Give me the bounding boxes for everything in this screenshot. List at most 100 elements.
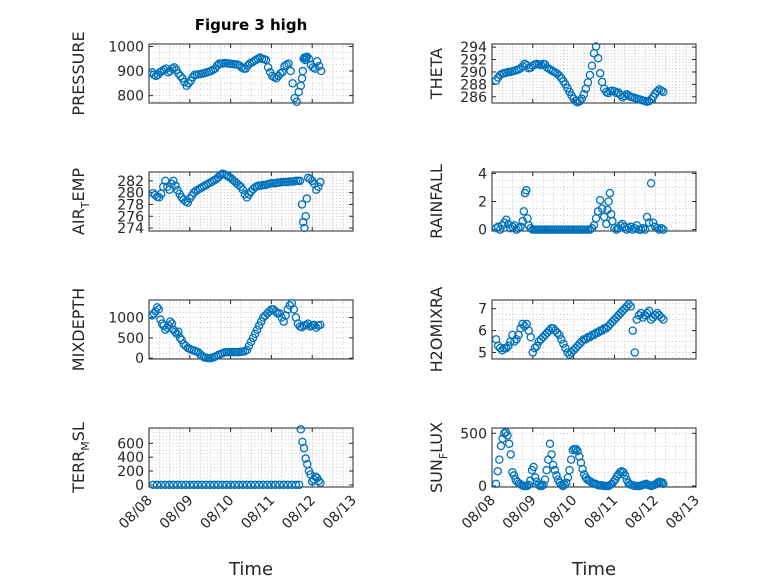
- terrmsl-data-point: [205, 480, 215, 490]
- airtemp-axes-box: [148, 171, 354, 232]
- mixdepth-data-point: [175, 333, 185, 343]
- terrmsl-data-point: [177, 480, 186, 490]
- rainfall-data-point: [657, 223, 666, 233]
- terrmsl-data-point: [250, 480, 260, 490]
- h2omixra-data-point: [589, 330, 599, 340]
- h2omixra-data-point: [526, 332, 536, 342]
- terrmsl-ytick-label: 0: [135, 478, 144, 494]
- sunflux-data-point: [530, 473, 540, 482]
- rainfall-data-point: [655, 225, 664, 234]
- terrmsl-data-point: [242, 480, 252, 490]
- terrmsl-y-axis-label-tail: SL: [69, 422, 88, 441]
- mixdepth-data-point: [174, 327, 183, 336]
- mixdepth-y-axis-label: MIXDEPTH: [69, 288, 88, 371]
- mixdepth-data-point: [271, 307, 280, 316]
- terrmsl-data-point: [263, 480, 272, 490]
- mixdepth-data-point: [254, 321, 264, 330]
- sunflux-data-point: [566, 455, 576, 464]
- mixdepth-data-point: [250, 329, 260, 339]
- h2omixra-data-point: [555, 330, 564, 340]
- airtemp-data-point: [314, 182, 323, 191]
- sunflux-xtick-label: 08/08: [459, 493, 499, 533]
- sunflux-y-axis-label: SUNFLUX: [427, 422, 450, 493]
- airtemp-y-axis-label-main: AIR: [69, 208, 88, 235]
- h2omixra-data-point: [518, 319, 527, 329]
- airtemp-data-point: [300, 223, 309, 233]
- mixdepth-data-point: [252, 325, 262, 334]
- terrmsl-data-point: [218, 480, 227, 490]
- h2omixra-axes: 5 6 7 H2OMIXRA: [427, 287, 697, 372]
- sunflux-data-point: [659, 479, 668, 489]
- terrmsl-data-point: [189, 480, 199, 490]
- theta-data-point: [657, 86, 666, 95]
- mixdepth-data-point: [152, 303, 162, 312]
- terrmsl-data-point: [181, 480, 190, 490]
- theta-data-point: [579, 90, 589, 99]
- theta-ytick-label: 294: [460, 40, 487, 56]
- sunflux-data-point: [552, 471, 561, 480]
- mixdepth-ytick-label: 1000: [108, 310, 144, 326]
- terrmsl-data-point: [234, 480, 244, 490]
- rainfall-data-point: [595, 195, 605, 205]
- terrmsl-data-point: [275, 480, 284, 490]
- sunflux-data-point: [524, 480, 533, 490]
- terrmsl-data-point: [294, 480, 304, 490]
- terrmsl-data-point: [267, 480, 276, 490]
- pressure-axes: 800 900 1000 PRESSURE: [69, 31, 354, 116]
- sunflux-xtick-label: 08/13: [663, 493, 703, 533]
- terrmsl-data-point: [210, 480, 219, 490]
- sunflux-data-point: [573, 446, 582, 456]
- x-axis-label-left: Time: [228, 559, 273, 580]
- sunflux-xtick-label: 08/12: [622, 493, 662, 533]
- rainfall-data-point: [519, 207, 529, 216]
- rainfall-y-axis-label-main: RAINFALL: [427, 164, 446, 239]
- mixdepth-data-point: [165, 317, 175, 326]
- mixdepth-data-point: [167, 319, 177, 328]
- h2omixra-data-point: [495, 343, 505, 353]
- mixdepth-y-axis-label-main: MIXDEPTH: [69, 288, 88, 371]
- airtemp-data-point: [238, 185, 248, 194]
- theta-data-point: [620, 91, 629, 101]
- rainfall-data-point: [640, 225, 650, 234]
- h2omixra-data-point: [530, 343, 540, 353]
- theta-data-point: [587, 61, 597, 70]
- theta-data-point: [595, 68, 605, 78]
- sunflux-plot-area: [491, 427, 697, 488]
- airtemp-ytick-label: 282: [117, 174, 144, 190]
- terrmsl-y-axis-label-main: TERR: [69, 451, 88, 494]
- rainfall-data-point: [648, 218, 658, 227]
- airtemp-ytick-label: 274: [117, 221, 144, 237]
- airtemp-data-point: [169, 176, 178, 186]
- pressure-data-point: [174, 69, 183, 78]
- sunflux-data-point: [578, 464, 587, 474]
- terrmsl-data-point: [279, 480, 288, 490]
- theta-ytick-label: 292: [460, 53, 487, 69]
- pressure-ytick-label: 1000: [108, 39, 144, 55]
- airtemp-ytick-label: 276: [117, 209, 144, 225]
- h2omixra-data-point: [585, 332, 595, 342]
- sunflux-data-point: [565, 465, 574, 475]
- terrmsl-data-point: [238, 480, 248, 490]
- pressure-data-point: [182, 81, 191, 91]
- rainfall-ytick-label: 0: [478, 223, 487, 239]
- airtemp-data-point: [183, 198, 193, 207]
- theta-data-point: [646, 95, 656, 104]
- mixdepth-data-point: [265, 307, 274, 316]
- rainfall-ytick-label: 2: [478, 195, 487, 211]
- mixdepth-data-point: [248, 333, 258, 343]
- airtemp-series: [148, 169, 325, 233]
- rainfall-axes: 0 2 4 RAINFALL: [427, 164, 697, 239]
- pressure-data-point: [284, 59, 293, 68]
- h2omixra-data-point: [557, 335, 566, 344]
- pressure-data-point: [316, 66, 326, 76]
- theta-ytick-label: 290: [460, 65, 487, 81]
- h2omixra-data-point: [644, 306, 654, 316]
- terrmsl-data-point: [173, 480, 182, 490]
- mixdepth-data-point: [256, 317, 266, 326]
- h2omixra-data-point: [497, 346, 507, 355]
- rainfall-data-point: [604, 197, 613, 206]
- mixdepth-axes-box: [148, 299, 354, 360]
- h2omixra-data-point: [659, 315, 668, 324]
